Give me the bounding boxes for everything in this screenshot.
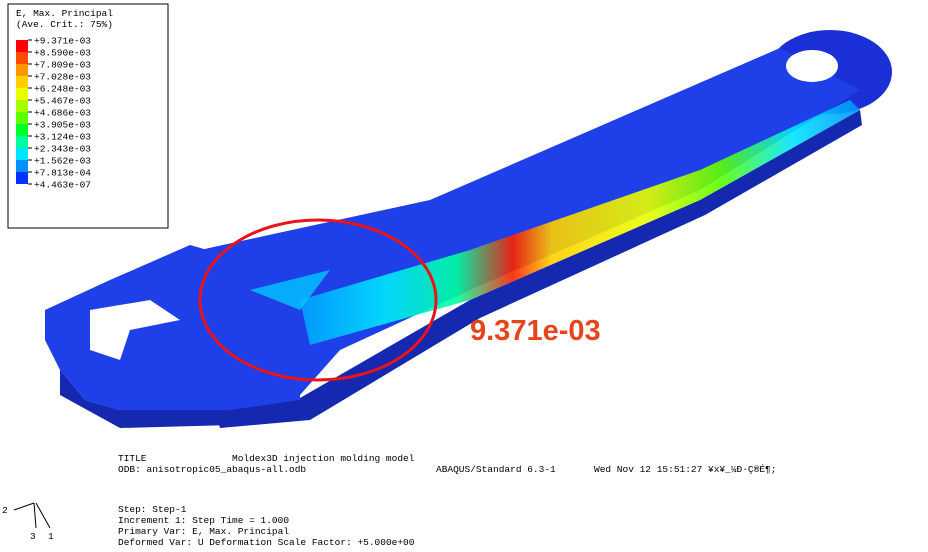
legend-label: +8.590e-03: [34, 48, 91, 59]
legend-swatch: [16, 64, 28, 76]
wrench: [45, 30, 892, 428]
legend-swatch: [16, 40, 28, 52]
legend-swatch: [16, 76, 28, 88]
legend-swatch: [16, 100, 28, 112]
legend-label: +3.905e-03: [34, 120, 91, 131]
info-text: ABAQUS/Standard 6.3-1: [436, 464, 556, 475]
axis-label: 1: [48, 531, 54, 542]
legend-swatch: [16, 52, 28, 64]
legend-label: +9.371e-03: [34, 36, 91, 47]
legend-label: +4.463e-07: [34, 180, 91, 191]
info-text: ODB: anisotropic05_abaqus-all.odb: [118, 464, 306, 475]
legend-label: +3.124e-03: [34, 132, 91, 143]
legend-label: +6.248e-03: [34, 84, 91, 95]
axis-label: 3: [30, 531, 36, 542]
legend-label: +7.028e-03: [34, 72, 91, 83]
info-text: Deformed Var: U Deformation Scale Factor…: [118, 537, 415, 548]
legend-swatch: [16, 148, 28, 160]
axis-label: 2: [2, 505, 8, 516]
legend-title: (Ave. Crit.: 75%): [16, 19, 113, 30]
legend-swatch: [16, 136, 28, 148]
info-text: Wed Nov 12 15:51:27 ¥x¥_¼Ð·Ç®É¶;: [594, 464, 776, 475]
annotation: 9.371e-03: [470, 315, 601, 347]
legend-label: +7.813e-04: [34, 168, 91, 179]
legend-swatch: [16, 112, 28, 124]
legend-swatch: [16, 160, 28, 172]
info-text: Moldex3D injection molding model: [232, 453, 415, 464]
info-text: TITLE: [118, 453, 147, 464]
legend-swatch: [16, 88, 28, 100]
info-text: Increment 1: Step Time = 1.000: [118, 515, 289, 526]
info-block: TITLE Moldex3D injection molding model O…: [118, 453, 776, 548]
legend-label: +2.343e-03: [34, 144, 91, 155]
legend-swatch: [16, 124, 28, 136]
legend-title: E, Max. Principal: [16, 8, 113, 19]
axis-triad: 2 3 1: [2, 503, 54, 542]
legend-label: +5.467e-03: [34, 96, 91, 107]
legend-label: +1.562e-03: [34, 156, 91, 167]
legend-swatch: [16, 172, 28, 184]
legend-label: +7.809e-03: [34, 60, 91, 71]
legend: E, Max. Principal (Ave. Crit.: 75%) +9.3…: [8, 4, 168, 228]
info-text: Step: Step-1: [118, 504, 187, 515]
viewport: 9.371e-03 E, Max. Principal (Ave. Crit.:…: [0, 0, 928, 552]
legend-label: +4.686e-03: [34, 108, 91, 119]
info-text: Primary Var: E, Max. Principal: [118, 526, 289, 537]
